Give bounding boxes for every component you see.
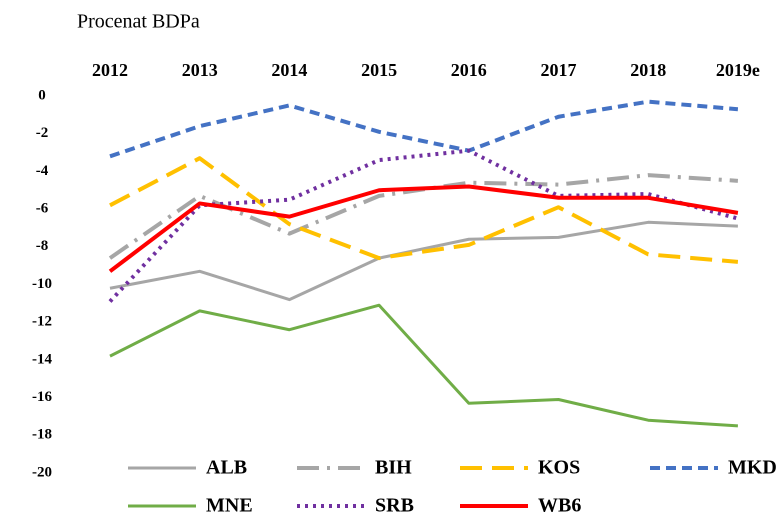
y-tick-label: -10 [32,276,52,292]
y-tick-label: -6 [36,201,49,217]
series-line [108,184,739,273]
series-line [109,220,738,302]
y-tick-label: -20 [32,464,52,480]
legend-label: MNE [206,495,253,517]
x-tick-label: 2012 [92,60,128,80]
series-line [109,156,739,264]
x-tick-label: 2019e [716,60,760,80]
legend-label: WB6 [538,495,581,517]
series-line [109,303,738,428]
x-tick-label: 2013 [182,60,218,80]
y-tick-label: -8 [36,238,49,254]
chart-title: Procenat BDPa [77,11,200,33]
y-tick-label: -4 [36,163,49,179]
x-tick-label: 2014 [271,60,307,80]
legend-label: ALB [206,457,247,479]
x-tick-label: 2017 [541,60,577,80]
y-tick-label: -2 [36,125,49,141]
legend-label: MKD [728,457,777,479]
x-tick-label: 2016 [451,60,487,80]
y-tick-label: -14 [32,351,52,367]
legend-label: SRB [375,495,414,517]
y-tick-label: -12 [32,314,52,330]
y-tick-label: 0 [38,87,46,103]
legend-label: KOS [538,457,580,479]
y-tick-label: -16 [32,389,52,405]
legend-label: BIH [375,457,412,479]
series-line [109,99,739,159]
y-tick-label: -18 [32,427,52,443]
x-tick-label: 2015 [361,60,397,80]
x-tick-label: 2018 [630,60,666,80]
